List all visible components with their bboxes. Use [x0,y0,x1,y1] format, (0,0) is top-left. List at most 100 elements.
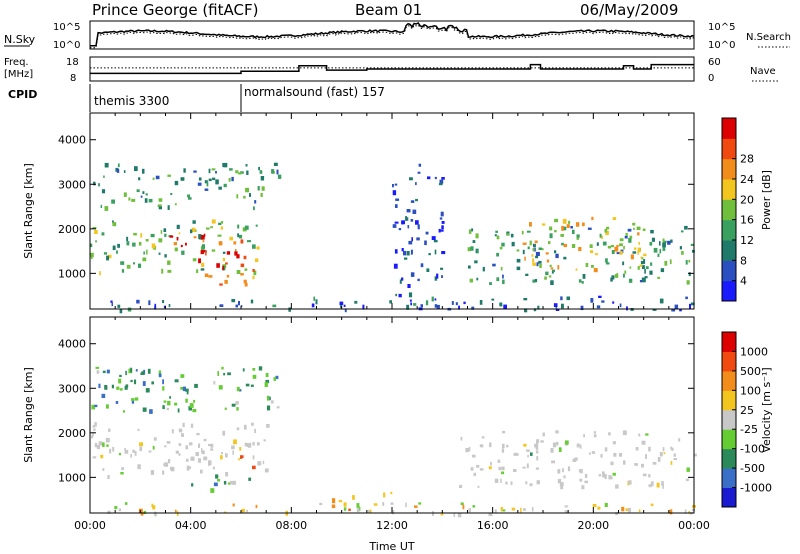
echo-cell [395,293,397,297]
echo-cell [582,222,585,227]
echo-cell [149,409,153,414]
echo-cell [535,255,539,259]
freq-frame [89,56,695,82]
echo-cell [495,230,498,233]
echo-cell [513,452,518,456]
echo-cell [138,177,141,181]
colorbar-segment [722,351,736,372]
echo-cell [390,502,394,505]
echo-cell [604,474,607,480]
echo-cell [642,228,646,232]
echo-cell [458,305,460,310]
echo-cell [650,229,654,234]
echo-cell [102,370,106,373]
echo-cell [637,266,640,270]
echo-cell [623,273,625,278]
echo-cell [198,458,201,463]
x-tick-label: 00:00 [74,519,106,532]
echo-cell [470,467,474,471]
echo-cell [98,183,100,187]
echo-cell [601,300,605,303]
echo-cell [260,176,265,181]
echo-cell [566,296,570,301]
echo-cell [685,478,689,481]
echo-cell [401,248,404,252]
echo-cell [257,186,260,191]
echo-cell [619,243,623,247]
echo-cell [638,433,641,437]
echo-cell [178,232,181,235]
echo-cell [173,242,177,246]
echo-cell [552,442,557,448]
echo-cell [468,229,472,234]
echo-cell [392,184,394,188]
echo-cell [596,242,599,246]
echo-cell [252,374,257,379]
x-tick-label: 00:00 [678,519,710,532]
echo-cell [201,244,205,249]
colorbar-tick-label: -1000 [740,482,772,495]
echo-cell [613,453,617,457]
echo-cell [468,265,471,269]
echo-cell [252,244,256,249]
y-tick-label: 3000 [58,382,86,395]
echo-cell [628,480,632,485]
echo-cell [222,251,226,254]
echo-cell [126,236,129,242]
echo-cell [186,390,189,395]
x-tick-label: 08:00 [275,519,307,532]
echo-cell [259,170,263,174]
echo-cell [656,482,660,488]
echo-cell [629,235,633,239]
echo-cell [554,250,557,254]
echo-cell [139,446,143,452]
echo-cell [550,448,554,453]
echo-cell [191,227,196,233]
echo-cell [526,449,530,452]
echo-cell [236,407,239,411]
echo-cell [494,234,497,237]
echo-cell [255,504,258,509]
echo-cell [568,220,571,224]
echo-cell [139,442,143,447]
echo-cell [145,193,148,196]
echo-cell [339,301,344,306]
echo-cell [500,507,503,512]
echo-cell [616,252,620,255]
cpid-program-1: themis 3300 [94,94,169,108]
echo-cell [418,163,422,167]
echo-cell [615,512,618,516]
echo-cell [551,460,555,464]
echo-cell [212,466,215,470]
echo-cell [679,246,682,250]
echo-cell [563,243,568,248]
echo-cell [405,216,408,221]
echo-cell [549,275,552,278]
echo-cell [438,183,443,186]
echo-cell [536,442,539,447]
nave-tick-top: 60 [708,57,721,68]
echo-cell [164,462,168,467]
echo-cell [158,252,161,255]
echo-cell [534,279,538,283]
echo-cell [133,262,135,265]
echo-cell [200,235,205,240]
echo-cell [188,197,192,200]
echo-cell [117,304,121,308]
echo-cell [340,305,342,309]
cpid-label: CPID [8,88,37,101]
colorbar-segment [722,390,736,411]
echo-cell [367,510,370,513]
echo-cell [189,466,192,469]
echo-cell [240,239,244,244]
echo-cell [228,178,231,182]
echo-cell [529,240,532,246]
echo-cell [623,460,626,465]
echo-cell [596,305,601,309]
echo-cell [267,405,271,411]
echo-cell [383,492,386,498]
echo-cell [344,309,347,313]
echo-cell [132,449,135,453]
echo-cell [110,300,113,303]
